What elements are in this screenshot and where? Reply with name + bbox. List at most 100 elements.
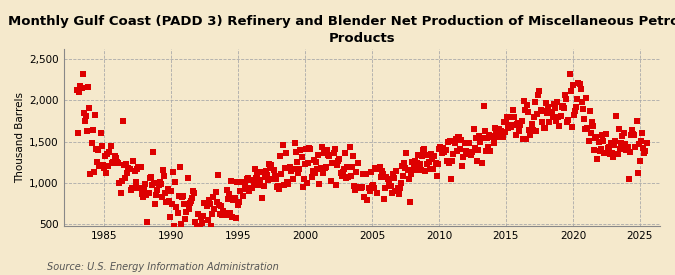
Point bbox=[90, 147, 101, 151]
Point bbox=[452, 135, 463, 139]
Point bbox=[196, 215, 207, 219]
Point bbox=[576, 100, 587, 104]
Point bbox=[465, 150, 476, 154]
Point bbox=[78, 111, 89, 115]
Point bbox=[591, 134, 601, 139]
Point bbox=[132, 167, 142, 172]
Point bbox=[209, 207, 220, 211]
Point bbox=[617, 134, 628, 138]
Point bbox=[544, 119, 555, 124]
Point bbox=[265, 166, 275, 170]
Point bbox=[211, 200, 222, 204]
Point bbox=[184, 207, 194, 211]
Point bbox=[504, 114, 514, 119]
Point bbox=[404, 177, 414, 181]
Point bbox=[171, 204, 182, 209]
Point bbox=[399, 161, 410, 165]
Point bbox=[193, 224, 204, 228]
Point bbox=[267, 177, 278, 181]
Point bbox=[592, 157, 603, 161]
Point bbox=[297, 185, 308, 190]
Point bbox=[206, 224, 217, 228]
Point bbox=[539, 125, 550, 130]
Point bbox=[442, 139, 453, 144]
Point bbox=[441, 159, 452, 163]
Point bbox=[124, 167, 135, 171]
Point bbox=[607, 150, 618, 155]
Point bbox=[455, 146, 466, 151]
Point bbox=[144, 176, 155, 181]
Point bbox=[580, 126, 591, 131]
Point bbox=[574, 82, 585, 86]
Point bbox=[99, 166, 109, 170]
Point bbox=[242, 175, 253, 180]
Point bbox=[314, 182, 325, 187]
Point bbox=[425, 167, 435, 171]
Point bbox=[500, 130, 510, 135]
Point bbox=[213, 203, 224, 208]
Point bbox=[190, 219, 201, 224]
Point bbox=[497, 134, 508, 139]
Point bbox=[525, 133, 536, 137]
Point bbox=[612, 152, 623, 156]
Point bbox=[250, 176, 261, 180]
Point bbox=[556, 114, 566, 119]
Point bbox=[419, 147, 430, 151]
Point bbox=[585, 108, 595, 113]
Point bbox=[322, 147, 333, 152]
Point bbox=[97, 163, 108, 167]
Point bbox=[456, 138, 466, 142]
Point bbox=[605, 141, 616, 146]
Point bbox=[310, 171, 321, 175]
Point bbox=[524, 128, 535, 132]
Point bbox=[306, 175, 317, 180]
Point bbox=[141, 192, 152, 197]
Point bbox=[219, 211, 230, 215]
Point bbox=[375, 165, 385, 169]
Text: Source: U.S. Energy Information Administration: Source: U.S. Energy Information Administ… bbox=[47, 262, 279, 272]
Point bbox=[178, 194, 188, 198]
Point bbox=[308, 158, 319, 163]
Point bbox=[390, 189, 401, 193]
Point bbox=[236, 180, 246, 184]
Point bbox=[466, 153, 477, 157]
Point bbox=[167, 202, 178, 206]
Point bbox=[640, 149, 651, 153]
Point bbox=[364, 189, 375, 193]
Point bbox=[534, 89, 545, 94]
Point bbox=[382, 177, 393, 181]
Point bbox=[384, 184, 395, 188]
Point bbox=[460, 149, 471, 153]
Point bbox=[340, 151, 350, 155]
Point bbox=[338, 170, 348, 174]
Point bbox=[247, 185, 258, 190]
Point bbox=[601, 132, 612, 136]
Point bbox=[423, 153, 433, 158]
Point bbox=[595, 147, 606, 152]
Point bbox=[92, 160, 103, 164]
Point bbox=[452, 148, 462, 153]
Point bbox=[371, 166, 382, 171]
Point bbox=[173, 194, 184, 198]
Point bbox=[494, 127, 505, 131]
Point bbox=[437, 151, 448, 156]
Point bbox=[543, 105, 554, 109]
Point bbox=[629, 133, 640, 137]
Point bbox=[229, 196, 240, 200]
Point bbox=[238, 194, 249, 198]
Point bbox=[284, 166, 294, 170]
Point bbox=[558, 104, 568, 108]
Point bbox=[474, 134, 485, 138]
Point bbox=[292, 160, 302, 164]
Point bbox=[416, 167, 427, 172]
Point bbox=[217, 212, 227, 217]
Point bbox=[410, 159, 421, 163]
Point bbox=[281, 180, 292, 185]
Point bbox=[549, 101, 560, 106]
Point bbox=[435, 145, 446, 149]
Point bbox=[578, 117, 589, 121]
Point bbox=[517, 136, 528, 141]
Point bbox=[566, 125, 577, 129]
Point bbox=[599, 151, 610, 155]
Point bbox=[489, 126, 500, 130]
